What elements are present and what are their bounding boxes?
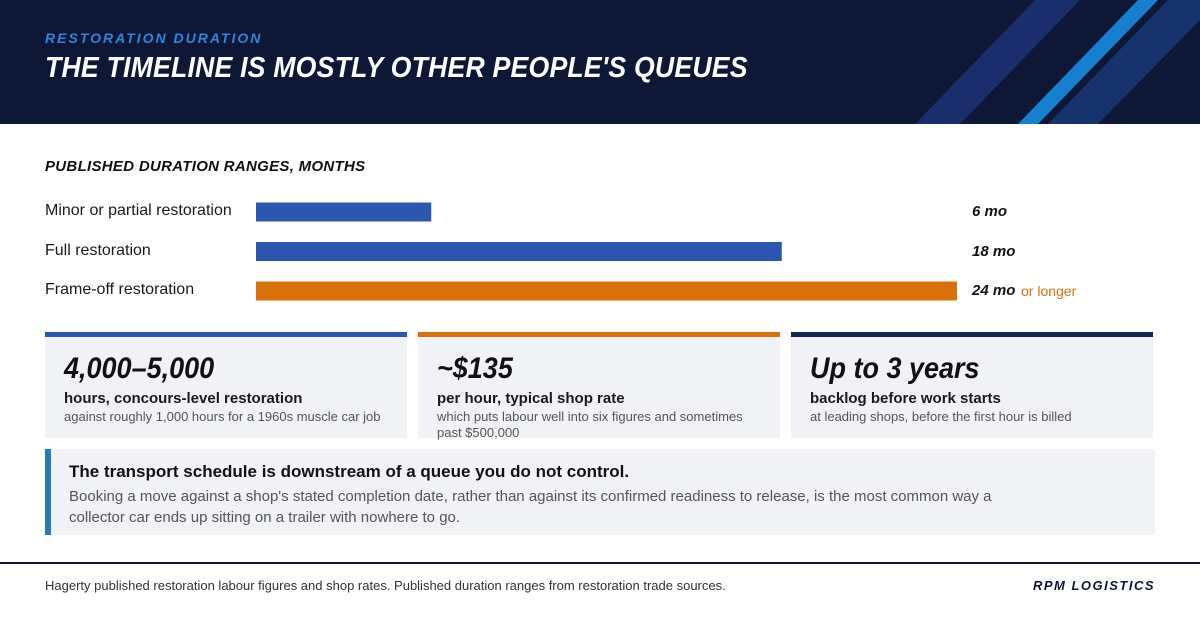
chart-title: PUBLISHED DURATION RANGES, MONTHS — [45, 158, 366, 175]
header-banner: RESTORATION DURATION THE TIMELINE IS MOS… — [0, 0, 1200, 124]
stat-card-hours: 4,000–5,000 hours, concours-level restor… — [45, 332, 407, 438]
decorative-stripes — [915, 0, 1200, 124]
stat-caption: hours, concours-level restoration — [64, 390, 303, 407]
source-note: Hagerty published restoration labour fig… — [45, 578, 726, 593]
stat-card-backlog: Up to 3 years backlog before work starts… — [791, 332, 1153, 438]
stat-value: 4,000–5,000 — [64, 352, 215, 385]
eyebrow-label: RESTORATION DURATION — [45, 30, 263, 46]
callout-accent-bar — [45, 449, 51, 535]
category-label: Full restoration — [45, 241, 151, 259]
bar-1 — [256, 242, 782, 261]
footer-divider — [0, 562, 1200, 564]
stripe-3 — [1048, 0, 1200, 124]
stat-caption: backlog before work starts — [810, 390, 1001, 407]
stat-note: which puts labour well into six figures … — [437, 409, 743, 440]
value-note: or longer — [1021, 283, 1077, 299]
bar-2 — [256, 281, 957, 301]
stripe-2 — [1018, 0, 1158, 124]
card-accent-bar — [418, 332, 780, 337]
card-accent-bar — [45, 332, 407, 337]
value-label: 24 mo — [972, 282, 1016, 299]
card-accent-bar — [791, 332, 1153, 337]
callout-box: The transport schedule is downstream of … — [45, 449, 1155, 535]
stat-value: ~$135 — [437, 352, 513, 385]
brand-logo-text: RPM LOGISTICS — [1032, 578, 1155, 593]
value-label: 6 mo — [972, 203, 1008, 220]
callout-title: The transport schedule is downstream of … — [69, 462, 630, 481]
stat-note: at leading shops, before the first hour … — [810, 409, 1072, 424]
category-label: Frame-off restoration — [45, 281, 195, 298]
stat-card-rate: ~$135 per hour, typical shop rate which … — [418, 332, 780, 440]
value-label: 18 mo — [972, 242, 1016, 260]
bar-0 — [256, 202, 432, 222]
page-title: THE TIMELINE IS MOSTLY OTHER PEOPLE'S QU… — [45, 52, 748, 84]
category-label: Minor or partial restoration — [45, 202, 232, 219]
stripe-1 — [915, 0, 1080, 124]
duration-bar-chart — [256, 202, 957, 301]
stat-note: against roughly 1,000 hours for a 1960s … — [64, 409, 381, 424]
stat-value: Up to 3 years — [810, 352, 980, 385]
stat-caption: per hour, typical shop rate — [437, 390, 625, 407]
callout-body: Booking a move against a shop's stated c… — [69, 488, 992, 526]
